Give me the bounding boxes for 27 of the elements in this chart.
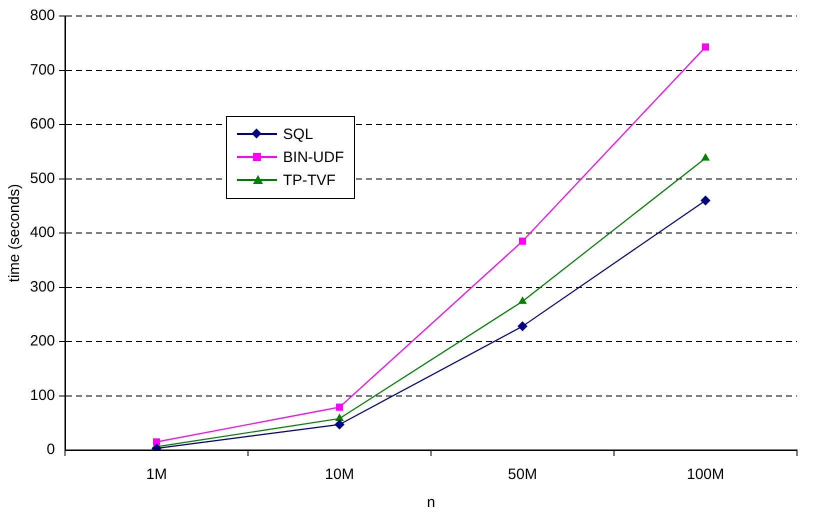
y-tick-label: 200 xyxy=(30,332,56,350)
point xyxy=(702,43,710,50)
point xyxy=(701,153,710,161)
legend-label: BIN-UDF xyxy=(283,148,344,166)
y-tick-label: 800 xyxy=(30,7,56,24)
point xyxy=(335,414,344,422)
y-axis-title: time (seconds) xyxy=(6,184,24,282)
x-axis-title: n xyxy=(426,494,436,512)
y-tick-label: 500 xyxy=(30,170,56,187)
x-tick-label: 10M xyxy=(324,466,354,484)
y-tick-label: 300 xyxy=(30,278,56,296)
y-tick-label: 100 xyxy=(30,386,56,404)
y-tick-label: 700 xyxy=(30,61,56,78)
y-tick-label: 0 xyxy=(46,441,56,458)
point xyxy=(334,420,345,430)
legend-label: SQL xyxy=(283,126,314,143)
x-tick-label: 50M xyxy=(508,466,538,484)
x-tick-label: 1M xyxy=(146,466,167,484)
point xyxy=(336,404,344,411)
point xyxy=(700,195,711,206)
point xyxy=(518,321,528,332)
legend-label: TP-TVF xyxy=(283,172,336,189)
point xyxy=(518,296,527,304)
y-tick-label: 400 xyxy=(30,224,56,242)
point xyxy=(518,238,526,245)
x-tick-label: 100M xyxy=(686,466,724,484)
y-tick-label: 600 xyxy=(30,116,56,133)
